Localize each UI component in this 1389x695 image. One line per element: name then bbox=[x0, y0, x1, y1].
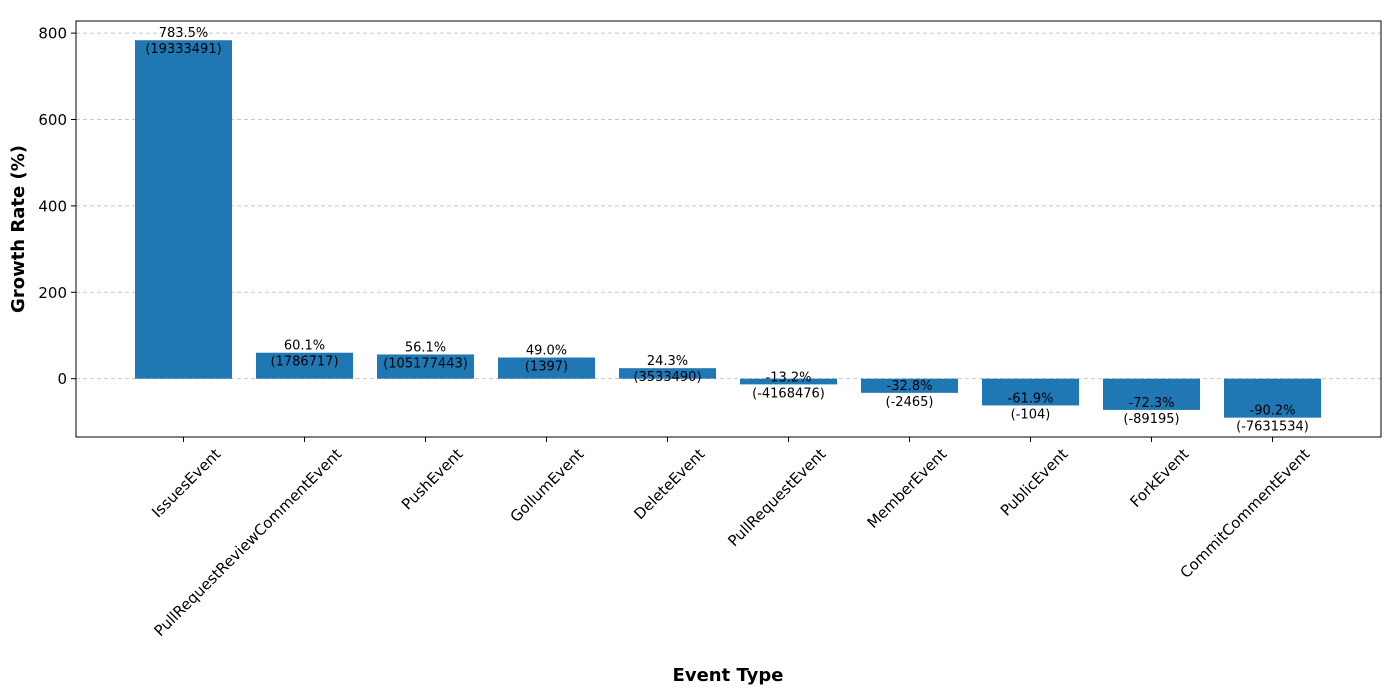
bar-change-label: (-4168476) bbox=[752, 386, 825, 401]
bar bbox=[498, 357, 595, 379]
y-tick-label: 800 bbox=[38, 25, 67, 43]
x-tick-label: DeleteEvent bbox=[630, 445, 708, 523]
y-tick-label: 0 bbox=[57, 370, 67, 388]
bar bbox=[740, 378, 837, 385]
x-tick-label: ForkEvent bbox=[1126, 445, 1192, 511]
bar bbox=[861, 378, 958, 393]
bar bbox=[377, 354, 474, 379]
x-tick-label: MemberEvent bbox=[864, 445, 951, 532]
bar bbox=[1103, 378, 1200, 410]
bar bbox=[135, 40, 232, 379]
bar-change-label: (-104) bbox=[1011, 407, 1051, 422]
bar-value-label: 783.5% bbox=[159, 26, 209, 41]
bar bbox=[619, 368, 716, 379]
plot-frame bbox=[75, 20, 1382, 438]
y-tick-label: 400 bbox=[38, 197, 67, 215]
bar-value-label: -90.2% bbox=[1250, 404, 1296, 419]
y-axis: 0 200 400 600 800 bbox=[38, 25, 76, 388]
bars bbox=[135, 40, 1321, 418]
data-labels: 783.5%(19333491) 60.1%(1786717) 56.1%(1051… bbox=[145, 26, 1309, 434]
bar-value-label: -32.8% bbox=[887, 379, 933, 394]
bar-value-label: -13.2% bbox=[766, 370, 812, 385]
bar bbox=[256, 352, 353, 379]
y-tick-label: 200 bbox=[38, 284, 67, 302]
x-tick-label: GollumEvent bbox=[507, 445, 588, 526]
bar-change-label: (-2465) bbox=[886, 395, 934, 410]
bar-value-label: 24.3% bbox=[647, 354, 688, 369]
bar-value-label: 56.1% bbox=[405, 340, 446, 355]
bar-value-label: -61.9% bbox=[1008, 391, 1054, 406]
y-axis-title: Growth Rate (%) bbox=[8, 145, 29, 313]
x-tick-label: IssuesEvent bbox=[148, 445, 224, 521]
bar-value-label: 60.1% bbox=[284, 339, 325, 354]
x-tick-label: CommitCommentEvent bbox=[1177, 445, 1314, 582]
x-axis: IssuesEventPullRequestReviewCommentEvent… bbox=[148, 437, 1313, 640]
x-tick-label: PushEvent bbox=[398, 445, 466, 513]
x-axis-title: Event Type bbox=[673, 665, 784, 686]
x-tick-label: PullRequestReviewCommentEvent bbox=[150, 445, 345, 640]
x-tick-label: PullRequestEvent bbox=[724, 445, 829, 550]
bar bbox=[982, 378, 1079, 406]
bar-change-label: (-7631534) bbox=[1236, 420, 1309, 435]
bar-change-label: (19333491) bbox=[145, 42, 221, 57]
bar-change-label: (1786717) bbox=[270, 355, 338, 370]
x-tick-label: PublicEvent bbox=[997, 445, 1072, 520]
y-tick-label: 600 bbox=[38, 111, 67, 129]
gridlines bbox=[76, 32, 1381, 380]
bar-value-label: 49.0% bbox=[526, 344, 567, 359]
bar-change-label: (3533490) bbox=[633, 370, 701, 385]
bar bbox=[1224, 378, 1321, 418]
bar-change-label: (105177443) bbox=[383, 356, 468, 371]
bar-change-label: (1397) bbox=[525, 360, 568, 375]
bar-change-label: (-89195) bbox=[1123, 412, 1179, 427]
bar-value-label: -72.3% bbox=[1129, 396, 1175, 411]
